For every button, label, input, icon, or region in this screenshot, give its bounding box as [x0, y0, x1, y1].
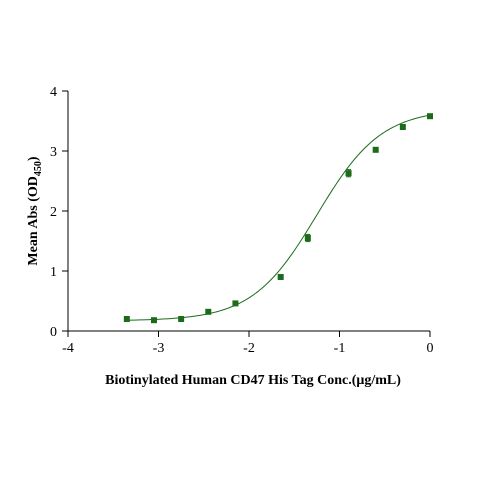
data-point — [232, 300, 239, 307]
y-axis-title-main: Mean Abs (OD — [26, 176, 41, 265]
data-point — [150, 317, 157, 324]
data-point — [427, 113, 433, 120]
axes — [67, 91, 430, 332]
y-tick-label: 2 — [50, 205, 57, 220]
x-tick-label: -2 — [243, 341, 255, 356]
x-tick-label: 0 — [427, 341, 434, 356]
data-point — [277, 274, 284, 280]
y-axis-ticks: 0 1 2 3 4 — [50, 85, 68, 340]
data-point — [205, 308, 212, 315]
data-point — [372, 146, 379, 153]
y-tick-label: 3 — [50, 145, 57, 160]
y-axis-title-end: ) — [26, 156, 41, 161]
x-tick-label: -3 — [153, 341, 165, 356]
data-point — [178, 316, 185, 322]
x-axis-title: Biotinylated Human CD47 His Tag Conc.(μg… — [105, 373, 401, 388]
fit-curve — [126, 114, 431, 321]
y-tick-label: 1 — [50, 265, 57, 280]
x-tick-label: -4 — [62, 341, 74, 356]
data-point — [345, 170, 352, 177]
y-tick-label: 4 — [50, 85, 57, 100]
x-tick-label: -1 — [334, 341, 346, 356]
data-point — [304, 235, 311, 241]
data-point — [123, 316, 130, 322]
y-axis-title: Mean Abs (OD450) — [26, 156, 44, 265]
data-points — [123, 113, 433, 324]
x-axis-ticks: -4 -3 -2 -1 0 — [62, 331, 434, 356]
y-axis-title-subscript: 450 — [33, 161, 44, 176]
data-point — [399, 124, 406, 130]
y-tick-label: 0 — [50, 325, 57, 340]
